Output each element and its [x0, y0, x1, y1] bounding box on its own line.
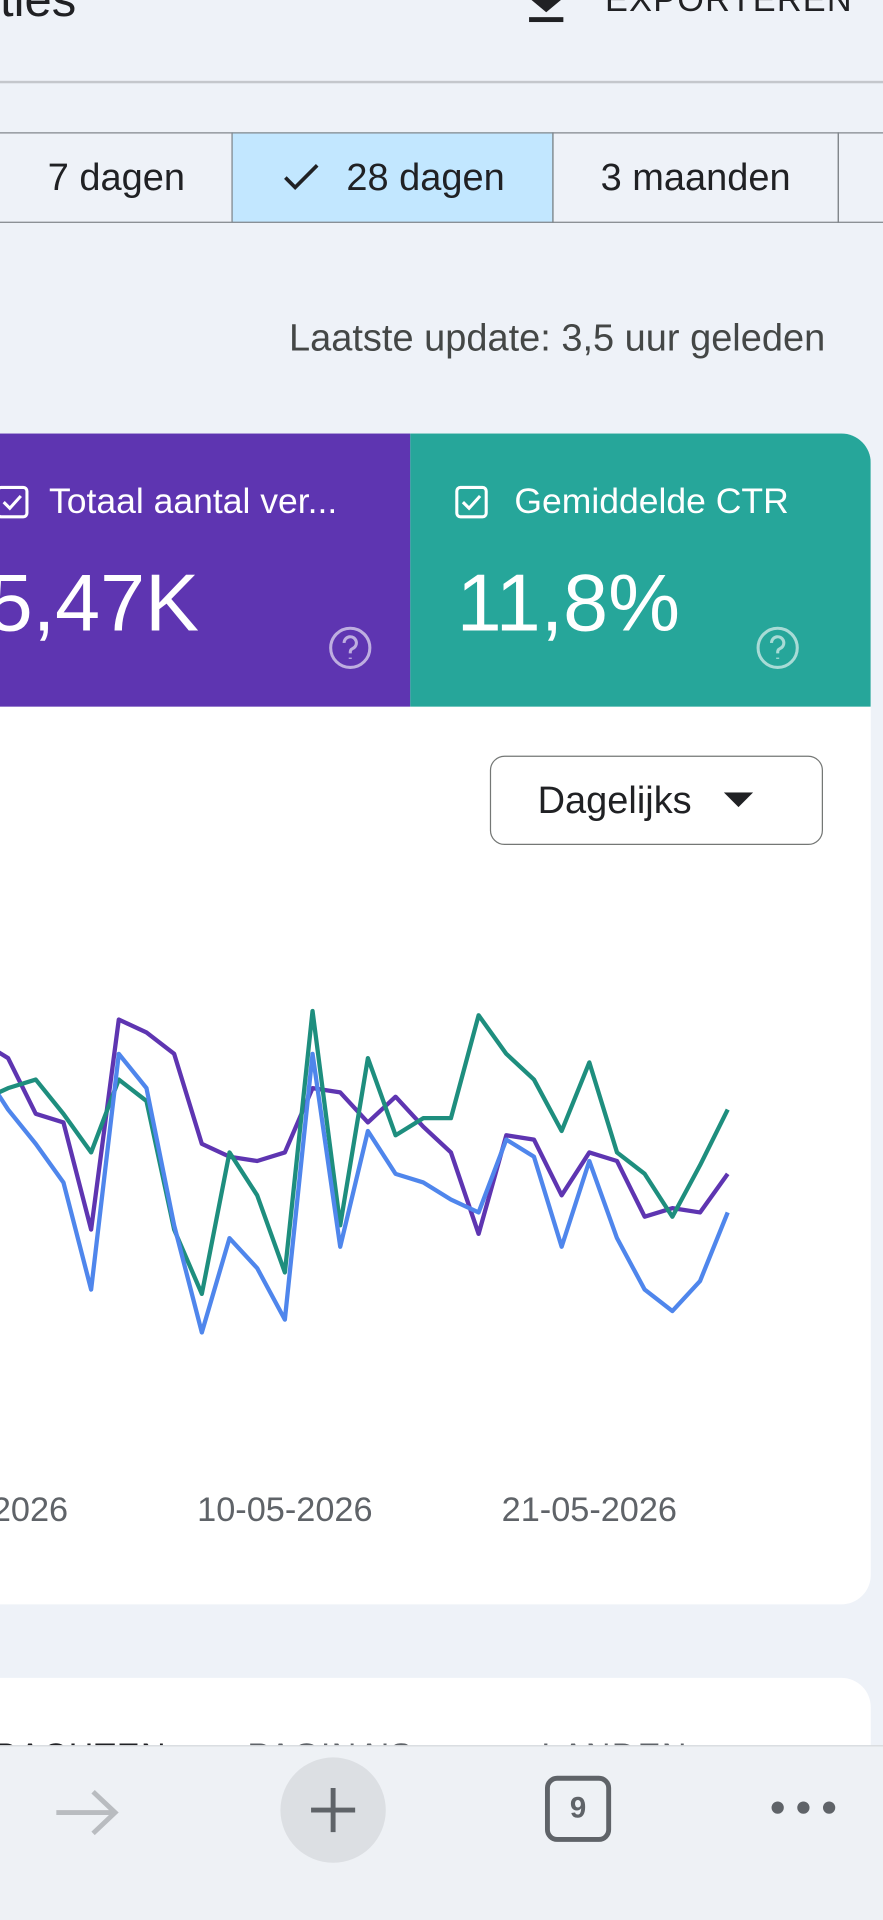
browser-toolbar: 9 [0, 1745, 883, 1920]
metric-tile[interactable]: Totaal aantal ver... 5,47K [0, 433, 411, 707]
x-tick-label: 10-05-2026 [197, 1491, 372, 1529]
metric-label: Totaal aantal ver... [48, 482, 338, 522]
plus-icon [311, 1788, 356, 1833]
help-icon[interactable] [753, 623, 802, 672]
tab-count[interactable]: 9 [544, 1775, 612, 1842]
chip[interactable]: 3 maanden [552, 132, 839, 223]
metric-label: Gemiddelde CTR [514, 482, 789, 522]
chip-label[interactable]: 7 dagen [47, 155, 185, 199]
new-tab-button[interactable] [280, 1757, 386, 1863]
metric-value: 11,8% [456, 557, 681, 648]
help-icon[interactable] [326, 623, 375, 672]
export-button[interactable]: EXPORTEREN [605, 0, 853, 20]
page-title: ties [0, 0, 77, 27]
series-line [0, 1017, 730, 1237]
chip-label[interactable]: 3 maanden [600, 155, 791, 199]
series-line [0, 1051, 730, 1335]
dropdown-arrow [723, 791, 753, 807]
chip[interactable] [837, 132, 883, 223]
series-line [0, 1008, 730, 1297]
last-update: Laatste update: 3,5 uur geleden [289, 315, 826, 359]
metric-tile[interactable]: Gemiddelde CTR 11,8% [410, 433, 871, 707]
check-icon [283, 164, 319, 190]
line-chart: 29-04-2026 10-05-2026 21-05-2026 [0, 1008, 730, 1529]
x-tick-label: 29-04-2026 [0, 1491, 68, 1529]
checkbox[interactable] [454, 485, 491, 522]
download-icon[interactable] [522, 0, 571, 27]
divider [0, 80, 883, 84]
menu-button[interactable] [767, 1795, 840, 1819]
chip[interactable]: 7 dagen [0, 132, 233, 223]
forward-button[interactable] [51, 1786, 124, 1840]
dropdown-label[interactable]: Dagelijks [537, 778, 692, 822]
x-tick-label: 21-05-2026 [502, 1491, 677, 1529]
chip-label[interactable]: 28 dagen [346, 155, 505, 199]
performance-card: Totaal aantal ver... 5,47K Gemiddelde CT… [0, 433, 871, 1605]
granularity-dropdown[interactable]: Dagelijks [489, 755, 823, 846]
metric-value: 5,47K [0, 557, 199, 648]
checkbox[interactable] [0, 485, 32, 522]
